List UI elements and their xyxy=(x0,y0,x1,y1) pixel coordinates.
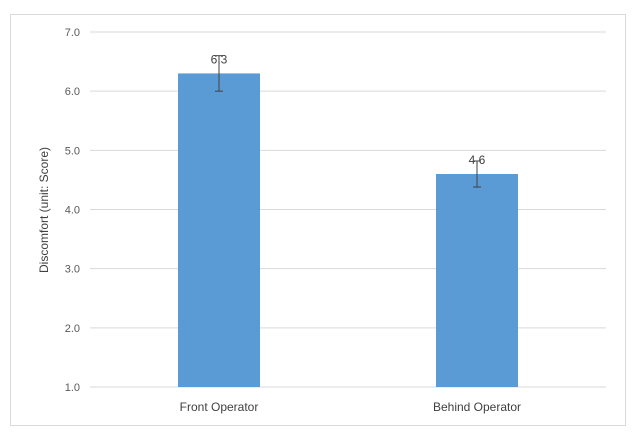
y-axis-label: Discomfort (unit: Score) xyxy=(37,147,51,273)
bars xyxy=(178,73,518,388)
bar xyxy=(436,174,518,387)
data-label: 6.3 xyxy=(211,52,228,66)
y-tick-label: 3.0 xyxy=(65,264,80,276)
bar xyxy=(178,73,260,388)
y-tick-label: 4.0 xyxy=(65,205,80,217)
chart-frame xyxy=(10,14,626,426)
category-label: Front Operator xyxy=(180,400,259,414)
y-tick-label: 7.0 xyxy=(65,27,80,39)
y-tick-label: 2.0 xyxy=(65,323,80,335)
y-tick-label: 5.0 xyxy=(65,145,80,157)
y-tick-label: 1.0 xyxy=(65,382,80,394)
y-tick-label: 6.0 xyxy=(65,86,80,98)
data-label: 4.6 xyxy=(469,153,486,167)
error-bars xyxy=(215,55,481,188)
x-axis-categories: Front Operator Behind Operator xyxy=(180,400,521,414)
y-axis-ticks: 1.0 2.0 3.0 4.0 5.0 6.0 7.0 xyxy=(65,27,80,394)
gridlines xyxy=(90,31,606,388)
data-labels: 6.3 4.6 xyxy=(211,52,486,167)
category-label: Behind Operator xyxy=(433,400,521,414)
